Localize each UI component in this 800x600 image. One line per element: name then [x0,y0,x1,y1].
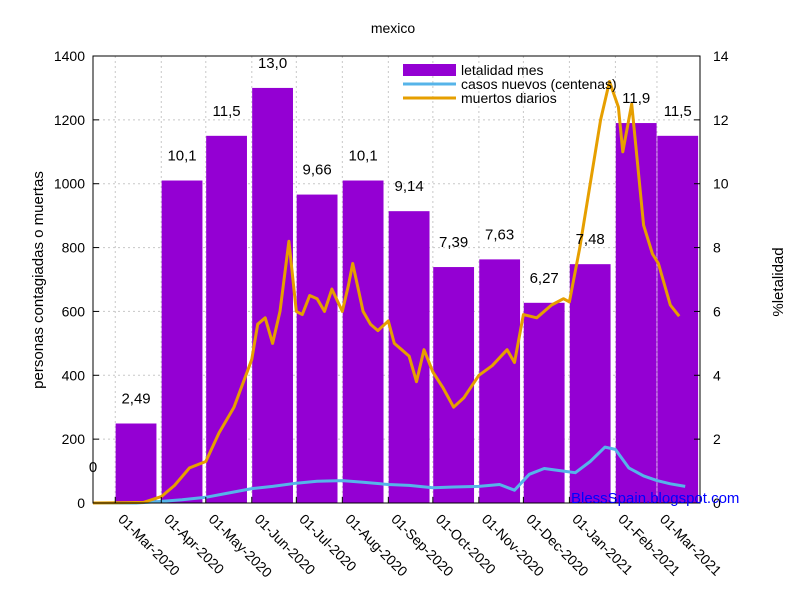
y-tick-label: 600 [62,303,86,319]
bar [657,135,699,504]
bar-value-label: 10,1 [349,148,378,165]
legend-label: muertos diarios [461,90,557,106]
bar-value-label: 11,5 [213,103,241,120]
y2-tick-label: 10 [713,176,729,192]
bar-value-label: 9,66 [302,162,331,179]
bar-value-label: 0 [89,459,97,476]
bar-value-label: 2,49 [121,390,150,407]
bar-value-label: 7,48 [576,231,605,248]
y2-axis-label: %letalidad [770,247,787,316]
legend-swatch [403,64,456,76]
y-tick-label: 1200 [54,112,85,128]
legend-label: letalidad mes [461,62,544,78]
bars [115,87,699,504]
plot-frame [92,55,701,504]
series-line [93,445,686,505]
bar [252,87,293,503]
y-axis-label: personas contagiadas o muertas [30,171,47,389]
y-tick-label: 400 [62,367,86,383]
series-line [92,80,681,505]
y2-tick-label: 2 [713,431,721,447]
bar-value-label: 10,1 [167,148,196,165]
watermark: BlessSpain.blogspot.com [571,490,739,507]
y-tick-label: 1000 [54,176,85,192]
bar [296,194,338,503]
y2-tick-label: 12 [713,112,729,128]
chart-title: mexico [371,20,416,36]
bar [615,123,657,504]
y2-tick-label: 4 [713,367,721,383]
y2-tick-label: 6 [713,303,721,319]
bar [115,423,157,503]
y-tick-label: 800 [62,240,86,256]
bar-labels: 0 2,49 10,1 11,5 13,0 9,66 10,1 9,14 7,39 7,63 6,2… [89,55,692,476]
bar [206,135,247,504]
bar-value-label: 7,63 [485,226,514,243]
bar-value-label: 11,9 [622,90,650,107]
bar-value-label: 9,14 [395,178,424,195]
bar-value-label: 7,39 [439,234,468,251]
bar [342,180,384,503]
y-tick-label: 0 [77,495,85,511]
bar-value-label: 11,5 [664,103,692,120]
y2-tick-label: 8 [713,240,721,256]
bar-value-label: 6,27 [530,270,559,287]
y2-tick-label: 14 [713,48,729,64]
legend-label: casos nuevos (centenas) [461,76,617,92]
y-tick-label: 1400 [54,48,85,64]
y-tick-label: 200 [62,431,86,447]
bar-value-label: 13,0 [258,55,287,72]
bar [433,267,475,503]
bar [161,180,203,503]
y2-tick-label: 0 [713,495,721,511]
bar [479,259,521,503]
bar [569,264,611,503]
lines [92,80,686,505]
